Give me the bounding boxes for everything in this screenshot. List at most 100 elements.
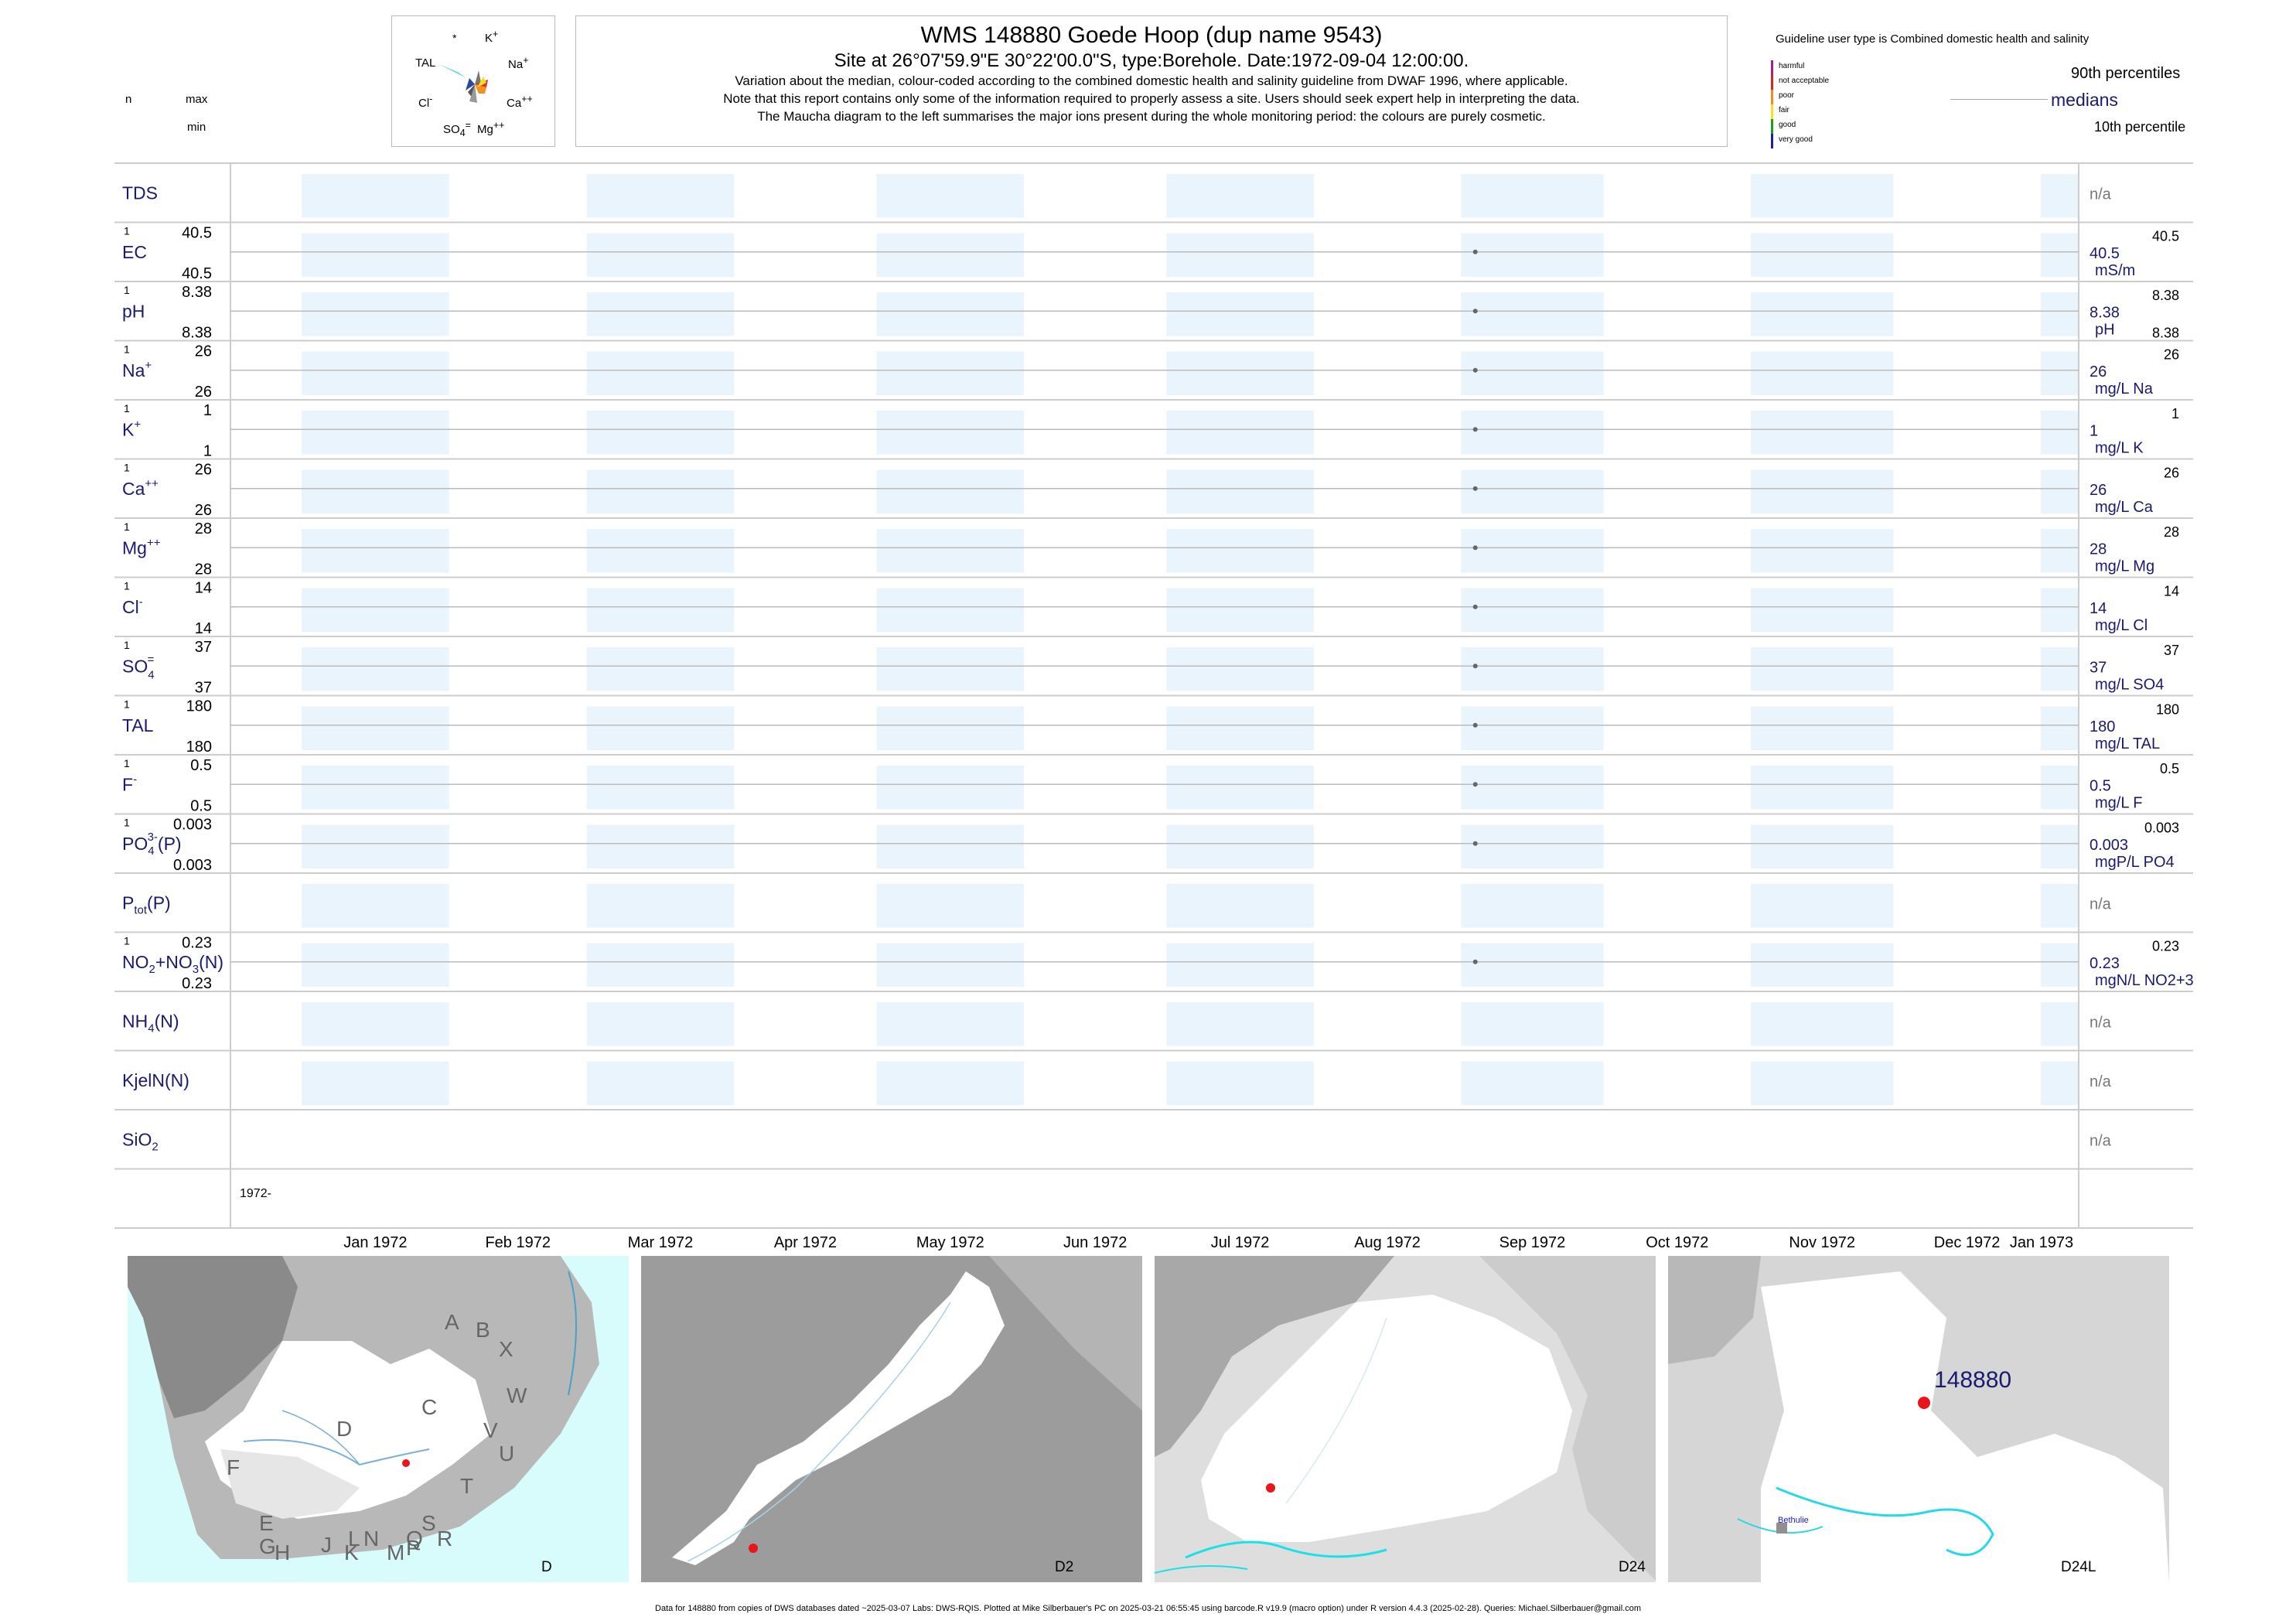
month-band <box>2040 1061 2079 1105</box>
data-point <box>1472 664 1478 669</box>
month-band <box>586 766 735 810</box>
row-min: 8.38 <box>182 325 212 342</box>
month-band <box>302 529 449 573</box>
map-d24: D24 <box>1155 1256 1656 1582</box>
row-min: 0.23 <box>182 975 212 992</box>
row-median-value: 14 <box>2090 600 2107 617</box>
row-min: 14 <box>195 620 212 637</box>
month-band <box>1461 529 1604 573</box>
row-label-PO: PO43-(P) <box>122 831 182 858</box>
month-band <box>302 1002 449 1046</box>
month-band <box>2040 647 2079 691</box>
row-max: 26 <box>195 343 212 360</box>
month-tick-label: Jan 1972 <box>343 1234 407 1251</box>
month-band <box>1461 411 1604 455</box>
month-band <box>586 469 735 513</box>
region-label: N <box>363 1527 380 1551</box>
row-right-max: 8.38 <box>2152 288 2179 303</box>
row-label-pH: pH <box>122 301 145 321</box>
maucha-label-cl: Cl- <box>418 94 433 110</box>
month-band <box>1166 706 1314 750</box>
region-label: T <box>460 1474 474 1498</box>
month-band <box>1461 588 1604 632</box>
row-na: n/a <box>2090 896 2112 913</box>
month-band <box>586 1061 735 1105</box>
row-label-F: F- <box>122 773 137 794</box>
month-band <box>876 884 1025 928</box>
region-label: X <box>499 1337 513 1361</box>
row-unit: mg/L Ca <box>2095 499 2154 516</box>
row-median-value: 28 <box>2090 541 2107 558</box>
title-box: WMS 148880 Goede Hoop (dup name 9543) Si… <box>575 15 1728 147</box>
row-na: n/a <box>2090 186 2112 203</box>
month-tick-label: Oct 1972 <box>1646 1234 1708 1251</box>
month-band <box>1751 884 1894 928</box>
row-median-value: 40.5 <box>2090 245 2120 262</box>
data-point <box>1472 486 1478 491</box>
region-label: U <box>499 1441 515 1465</box>
row-min: 37 <box>195 680 212 697</box>
row-min: 0.003 <box>173 857 212 874</box>
row-n: 1 <box>124 520 130 533</box>
month-band <box>1461 1061 1604 1105</box>
month-band <box>302 943 449 987</box>
row-median-value: 0.23 <box>2090 955 2120 972</box>
region-label: H <box>275 1540 291 1564</box>
month-band <box>1166 351 1314 395</box>
month-band <box>302 292 449 336</box>
maucha-label-mg: Mg++ <box>477 120 505 136</box>
month-band <box>2040 469 2079 513</box>
row-na: n/a <box>2090 1132 2112 1149</box>
row-unit: mS/m <box>2095 262 2135 279</box>
month-tick-label: Apr 1972 <box>774 1234 837 1251</box>
month-band <box>876 411 1025 455</box>
row-min: 26 <box>195 502 212 519</box>
month-band <box>876 766 1025 810</box>
row-n: 1 <box>124 935 130 947</box>
data-point <box>1472 722 1478 728</box>
row-label-NO: NO2+NO3(N) <box>122 952 223 976</box>
month-band <box>1461 1002 1604 1046</box>
row-label-NH: NH4(N) <box>122 1011 179 1035</box>
row-n: 1 <box>124 580 130 592</box>
map-d24l-label: D24L <box>2061 1559 2096 1575</box>
region-label: R <box>437 1527 453 1551</box>
legend-class-label: fair <box>1779 106 1789 114</box>
maucha-label-na: Na+ <box>508 55 529 71</box>
maucha-label-star: * <box>452 32 457 44</box>
month-band <box>1166 884 1314 928</box>
month-band <box>1166 647 1314 691</box>
region-label: V <box>483 1418 498 1442</box>
month-band <box>1751 588 1894 632</box>
maucha-label-ca: Ca++ <box>507 94 533 110</box>
legend-class-label: good <box>1779 121 1796 129</box>
row-unit: pH <box>2095 321 2115 338</box>
row-min: 0.5 <box>190 798 212 815</box>
row-right-max: 26 <box>2164 466 2179 481</box>
month-band <box>1751 824 1894 868</box>
legend-class-swatch <box>1771 134 1773 148</box>
map-d-label: D <box>541 1559 552 1575</box>
month-band <box>2040 233 2079 277</box>
data-point <box>1472 309 1478 314</box>
row-n: 1 <box>124 639 130 651</box>
month-band <box>302 706 449 750</box>
month-band <box>302 411 449 455</box>
legend-class-swatch <box>1771 104 1773 119</box>
month-band <box>2040 884 2079 928</box>
row-right-max: 0.23 <box>2152 939 2179 954</box>
month-band <box>1751 647 1894 691</box>
footer-text: Data for 148880 from copies of DWS datab… <box>655 1604 1641 1613</box>
region-label: J <box>321 1533 332 1557</box>
row-label-Na: Na+ <box>122 359 152 380</box>
month-tick-label: May 1972 <box>916 1234 984 1251</box>
month-band <box>302 174 449 218</box>
legend-class-swatch <box>1771 119 1773 134</box>
month-band <box>302 588 449 632</box>
row-label-K: K+ <box>122 418 141 439</box>
month-band <box>2040 1002 2079 1046</box>
row-label-EC: EC <box>122 242 147 262</box>
month-band <box>1461 351 1604 395</box>
row-median-value: 8.38 <box>2090 304 2120 321</box>
maucha-diagram-box: * K+ TAL Na+ Cl- Ca++ SO4= Mg++ <box>391 15 555 147</box>
